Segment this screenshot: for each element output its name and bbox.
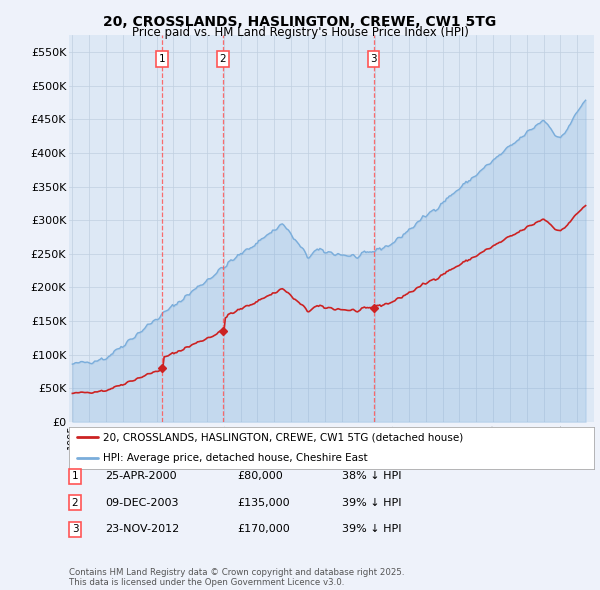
- Text: 1: 1: [158, 54, 165, 64]
- Text: 2: 2: [71, 498, 79, 507]
- Text: 2: 2: [220, 54, 226, 64]
- Text: 39% ↓ HPI: 39% ↓ HPI: [342, 525, 401, 534]
- Text: 38% ↓ HPI: 38% ↓ HPI: [342, 471, 401, 481]
- Text: Price paid vs. HM Land Registry's House Price Index (HPI): Price paid vs. HM Land Registry's House …: [131, 26, 469, 39]
- Text: 20, CROSSLANDS, HASLINGTON, CREWE, CW1 5TG: 20, CROSSLANDS, HASLINGTON, CREWE, CW1 5…: [103, 15, 497, 30]
- Text: 39% ↓ HPI: 39% ↓ HPI: [342, 498, 401, 507]
- Text: 20, CROSSLANDS, HASLINGTON, CREWE, CW1 5TG (detached house): 20, CROSSLANDS, HASLINGTON, CREWE, CW1 5…: [103, 432, 463, 442]
- Text: 1: 1: [71, 471, 79, 481]
- Text: 25-APR-2000: 25-APR-2000: [105, 471, 176, 481]
- Text: HPI: Average price, detached house, Cheshire East: HPI: Average price, detached house, Ches…: [103, 454, 368, 463]
- Text: 3: 3: [71, 525, 79, 534]
- Text: 23-NOV-2012: 23-NOV-2012: [105, 525, 179, 534]
- Text: £135,000: £135,000: [237, 498, 290, 507]
- Text: £80,000: £80,000: [237, 471, 283, 481]
- Text: Contains HM Land Registry data © Crown copyright and database right 2025.
This d: Contains HM Land Registry data © Crown c…: [69, 568, 404, 587]
- Text: 09-DEC-2003: 09-DEC-2003: [105, 498, 179, 507]
- Text: 3: 3: [370, 54, 377, 64]
- Text: £170,000: £170,000: [237, 525, 290, 534]
